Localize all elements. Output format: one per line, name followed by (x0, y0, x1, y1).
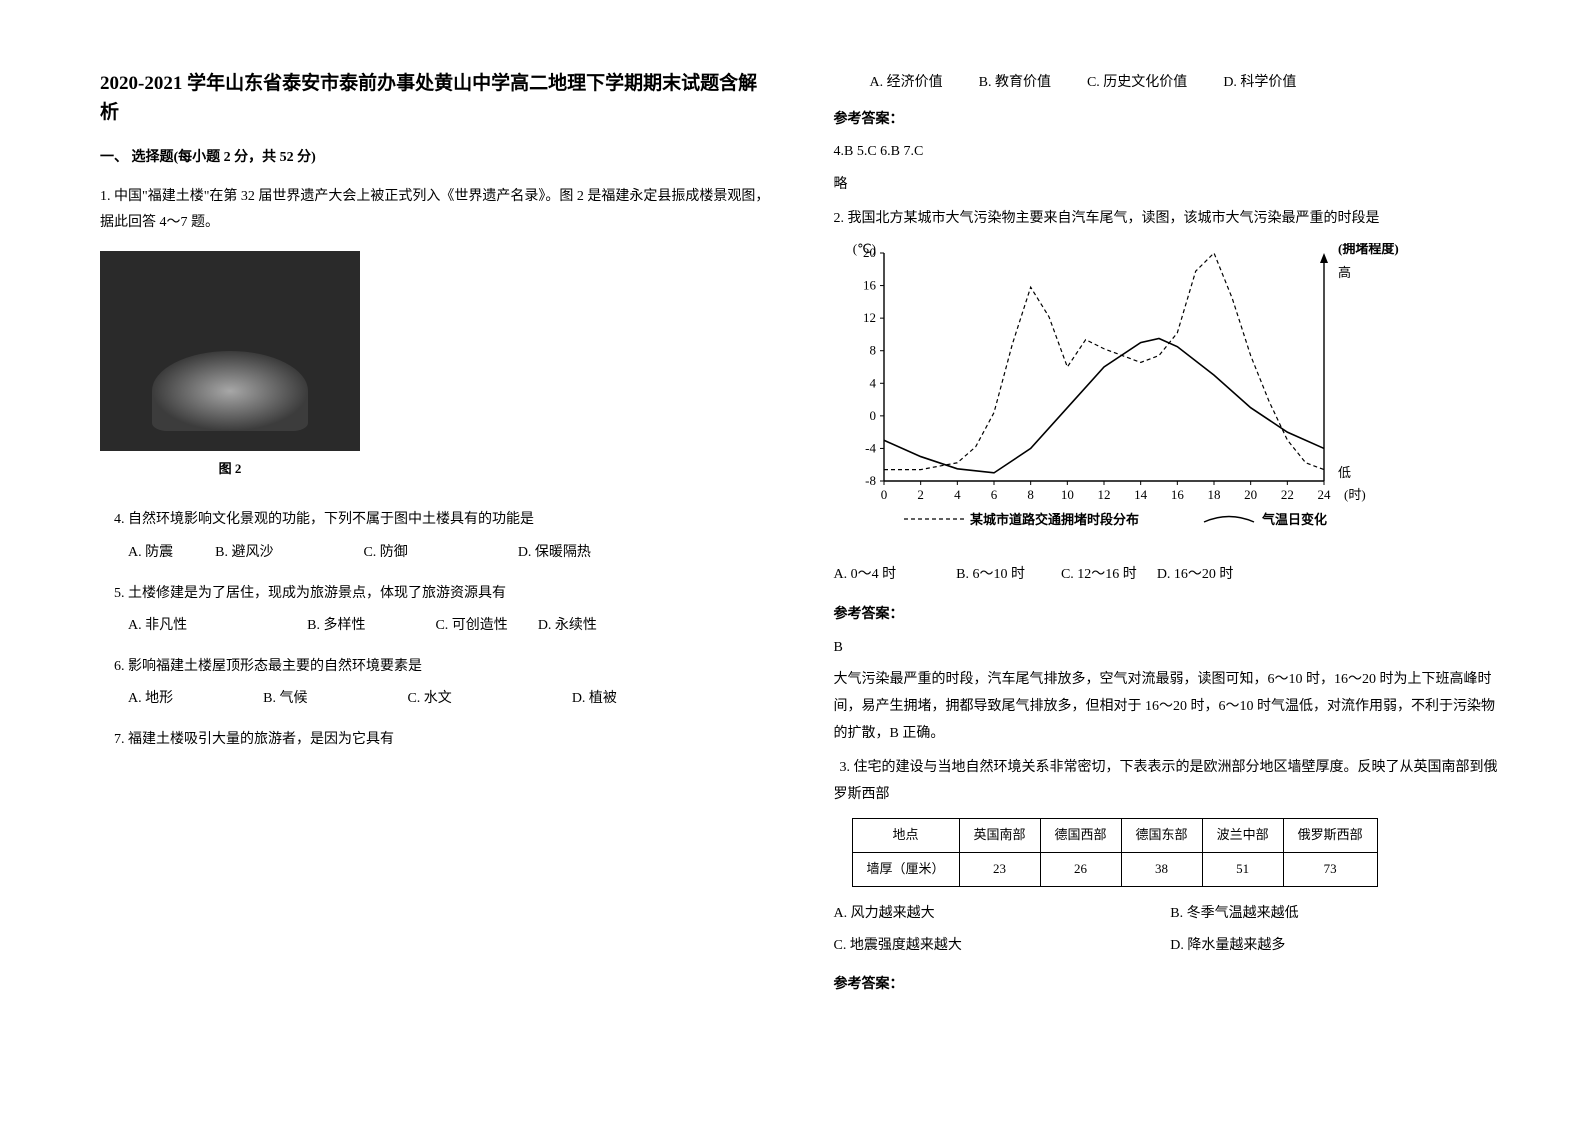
q3-opt-b: B. 冬季气温越来越低 (1170, 901, 1507, 928)
q1-sub5-opt-d: D. 永续性 (538, 613, 597, 640)
svg-text:8: 8 (1027, 487, 1034, 502)
figure-2-image (100, 251, 360, 451)
figure-2-caption: 图 2 (100, 457, 360, 482)
q1-answer-extra: 略 (834, 172, 1508, 199)
q1-sub5-opt-a: A. 非凡性 (128, 613, 187, 640)
svg-text:8: 8 (869, 343, 876, 358)
svg-text:气温日变化: 气温日变化 (1262, 512, 1327, 527)
q2-chart: -8-4048121620024681012141618202224(时)(℃)… (834, 243, 1508, 554)
svg-text:某城市道路交通拥堵时段分布: 某城市道路交通拥堵时段分布 (969, 512, 1139, 527)
svg-text:12: 12 (1097, 487, 1110, 502)
svg-text:-8: -8 (865, 473, 876, 488)
q3-stem: 3. 住宅的建设与当地自然环境关系非常密切，下表表示的是欧洲部分地区墙壁厚度。反… (834, 755, 1508, 808)
q1-sub6-opt-a: A. 地形 (128, 686, 173, 713)
q3-answer-label: 参考答案： (834, 972, 1508, 999)
q1-sub5-opt-b: B. 多样性 (307, 613, 365, 640)
q1-sub4-opt-a: A. 防震 (128, 540, 173, 567)
left-column: 2020-2021 学年山东省泰安市泰前办事处黄山中学高二地理下学期期末试题含解… (100, 70, 804, 1072)
svg-text:4: 4 (954, 487, 961, 502)
q1-sub6-opt-b: B. 气候 (263, 686, 307, 713)
section-1-heading: 一、 选择题(每小题 2 分，共 52 分) (100, 145, 774, 172)
q1-sub7-opt-a: A. 经济价值 (870, 70, 943, 97)
q1-sub4-opt-d: D. 保暖隔热 (518, 540, 591, 567)
q1-sub4-opt-b: B. 避风沙 (215, 540, 273, 567)
q1-answer-line: 4.B 5.C 6.B 7.C (834, 139, 1508, 166)
q2-answer-label: 参考答案： (834, 602, 1508, 629)
svg-text:14: 14 (1134, 487, 1148, 502)
q1-sub5-text: 5. 土楼修建是为了居住，现成为旅游景点，体现了旅游资源具有 (100, 581, 774, 608)
q1-sub7-text: 7. 福建土楼吸引大量的旅游者，是因为它具有 (100, 727, 774, 754)
q1-stem: 1. 中国"福建土楼"在第 32 届世界遗产大会上被正式列入《世界遗产名录》。图… (100, 184, 774, 237)
q1-sub4-options: A. 防震 B. 避风沙 C. 防御 D. 保暖隔热 (100, 540, 774, 567)
q2-opt-c: C. 12～16 时 (1061, 562, 1137, 589)
q1-sub7-opt-c: C. 历史文化价值 (1087, 70, 1187, 97)
svg-text:(℃): (℃) (852, 243, 875, 256)
svg-text:-4: -4 (865, 440, 876, 455)
q1-sub6-text: 6. 影响福建土楼屋顶形态最主要的自然环境要素是 (100, 654, 774, 681)
svg-text:24: 24 (1317, 487, 1331, 502)
q1-sub4-opt-c: C. 防御 (363, 540, 407, 567)
q2-options: A. 0～4 时 B. 6～10 时 C. 12～16 时 D. 16～20 时 (834, 562, 1508, 589)
svg-text:18: 18 (1207, 487, 1220, 502)
q2-opt-b: B. 6～10 时 (956, 562, 1025, 589)
q3-opt-a: A. 风力越来越大 (834, 901, 1171, 928)
svg-text:22: 22 (1280, 487, 1293, 502)
svg-text:低: 低 (1338, 465, 1351, 480)
svg-text:(拥堵程度): (拥堵程度) (1338, 243, 1399, 256)
q1-sub4-text: 4. 自然环境影响文化景观的功能，下列不属于图中土楼具有的功能是 (100, 507, 774, 534)
q1-sub6-options: A. 地形 B. 气候 C. 水文 D. 植被 (100, 686, 774, 713)
svg-text:16: 16 (863, 278, 877, 293)
right-column: A. 经济价值 B. 教育价值 C. 历史文化价值 D. 科学价值 参考答案： … (804, 70, 1508, 1072)
svg-text:10: 10 (1060, 487, 1073, 502)
q1-sub7-opt-d: D. 科学价值 (1223, 70, 1296, 97)
q3-opt-d: D. 降水量越来越多 (1170, 933, 1507, 960)
svg-text:0: 0 (880, 487, 887, 502)
q1-sub7-options: A. 经济价值 B. 教育价值 C. 历史文化价值 D. 科学价值 (870, 70, 1508, 97)
q1-sub6-opt-d: D. 植被 (572, 686, 617, 713)
svg-text:高: 高 (1338, 265, 1351, 280)
q1-sub5-opt-c: C. 可创造性 (435, 613, 507, 640)
q2-explain: 大气污染最严重的时段，汽车尾气排放多，空气对流最弱，读图可知，6～10 时，16… (834, 667, 1508, 747)
svg-text:12: 12 (863, 310, 876, 325)
svg-text:16: 16 (1170, 487, 1184, 502)
svg-text:6: 6 (990, 487, 997, 502)
q3-table: 地点英国南部德国西部德国东部波兰中部俄罗斯西部 墙厚（厘米）2326385173 (852, 818, 1378, 886)
q2-opt-d: D. 16～20 时 (1157, 562, 1234, 589)
svg-text:(时): (时) (1344, 487, 1366, 502)
exam-title: 2020-2021 学年山东省泰安市泰前办事处黄山中学高二地理下学期期末试题含解… (100, 70, 774, 127)
q1-sub5-options: A. 非凡性 B. 多样性 C. 可创造性 D. 永续性 (100, 613, 774, 640)
q1-sub6-opt-c: C. 水文 (407, 686, 451, 713)
q2-stem: 2. 我国北方某城市大气污染物主要来自汽车尾气，读图，该城市大气污染最严重的时段… (834, 206, 1508, 233)
q1-answer-label: 参考答案： (834, 107, 1508, 134)
svg-text:4: 4 (869, 375, 876, 390)
q2-answer: B (834, 635, 1508, 662)
q2-opt-a: A. 0～4 时 (834, 562, 897, 589)
q3-opt-c: C. 地震强度越来越大 (834, 933, 1171, 960)
svg-text:20: 20 (1244, 487, 1257, 502)
q3-options: A. 风力越来越大 B. 冬季气温越来越低 C. 地震强度越来越大 D. 降水量… (834, 901, 1508, 960)
svg-text:0: 0 (869, 408, 876, 423)
svg-text:2: 2 (917, 487, 924, 502)
q1-sub7-opt-b: B. 教育价值 (979, 70, 1051, 97)
